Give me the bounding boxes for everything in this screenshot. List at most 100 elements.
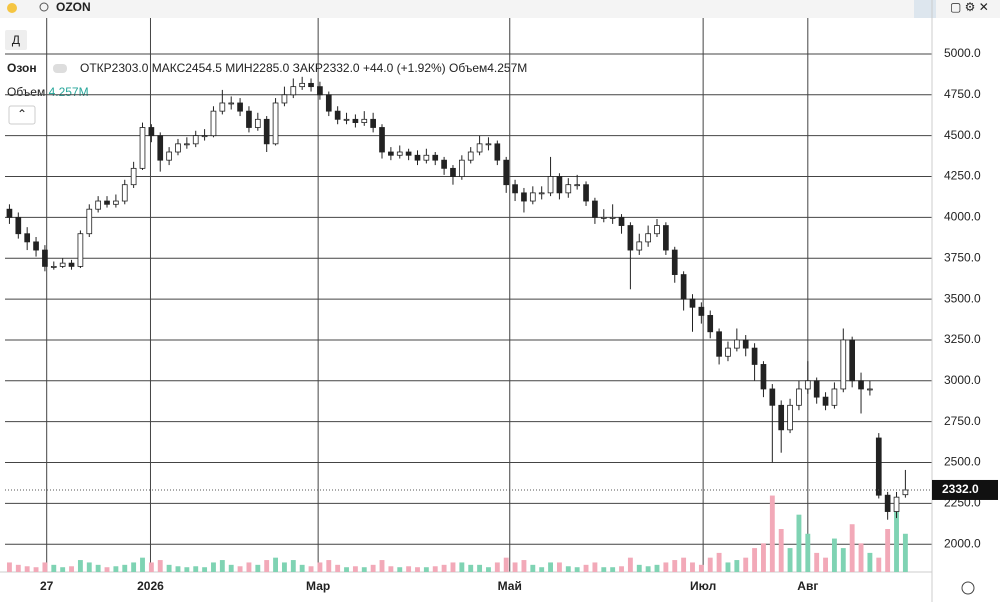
volume-bar [494,562,500,572]
volume-bar [654,564,660,572]
y-tick-label: 2000.0 [944,536,981,550]
volume-bar [60,567,66,572]
candle-body [370,118,376,128]
window-controls[interactable]: ▢ ⚙ ✕ [950,0,989,14]
volume-bar [42,562,48,572]
volume-bar [104,567,110,572]
volume-bar [707,557,713,572]
volume-bar [858,543,864,572]
volume-bar [184,567,190,572]
volume-bar [885,529,891,572]
candle-body [130,167,137,186]
volume-bar [619,566,624,572]
volume-bar [77,560,83,572]
candle-body [547,176,554,194]
volume-bar [831,538,837,572]
candle-body [77,233,84,267]
volume-bar [796,514,802,572]
volume-bar [273,557,278,572]
y-tick-label: 4000.0 [944,210,981,224]
volume-bar [894,505,899,572]
x-tick-label: Авг [797,579,818,593]
volume-bar [583,564,589,572]
collapse-button[interactable] [8,105,36,125]
volume-bar [122,564,128,572]
candle-body [698,306,705,316]
candle-body [627,225,634,251]
candle-body [237,102,243,112]
volume-bar [69,566,74,572]
collapse-icon[interactable]: ⌃ [17,107,27,121]
settings-icon[interactable] [961,581,975,595]
volume-bar [876,557,882,572]
candle-body [787,404,793,431]
volume-bar [840,548,846,572]
candle-body [405,151,412,156]
volume-bar [317,562,323,572]
candle-body [875,437,882,496]
legend-value: 2332.0 [323,61,360,75]
candle-body [113,200,119,205]
legend-value: +44.0 (+1.92%) [363,61,446,75]
toggle[interactable] [53,64,67,73]
candle-body [707,315,714,333]
legend-value: 2454.5 [185,61,222,75]
candle-body [600,216,607,219]
volume-bar [805,533,811,572]
y-tick-label: 4250.0 [944,169,981,183]
candle-body [423,154,430,161]
volume-bar [734,560,740,572]
candle-body [725,347,731,357]
y-tick-label: 3500.0 [944,291,981,305]
candle-body [556,176,563,194]
candle-body [636,241,643,251]
volume-bar [415,567,420,572]
candle-body [33,241,39,251]
candle-body [166,151,172,161]
dropdown[interactable] [914,0,936,18]
candle-body [317,86,323,96]
candle-body [671,249,678,275]
volume-bar [503,557,509,572]
top-bar [0,0,1000,18]
search-icon[interactable] [39,2,49,12]
volume-bar [15,564,21,572]
volume-bar [441,564,447,572]
candle-body [742,339,749,349]
x-tick-label: Май [498,579,522,593]
candle-body [734,339,740,349]
y-tick-label: 4750.0 [944,87,981,101]
volume-bar [778,529,784,572]
legend-label: МАКС [152,61,186,75]
volume-bar [769,495,775,572]
candle-body [529,192,536,202]
candle-body [15,216,22,235]
candle-body [290,86,297,96]
volume-bar [512,562,518,572]
candle-body [645,233,651,243]
candle-body [476,143,483,153]
candle-body [512,184,518,194]
candle-body [574,184,581,187]
volume-bar [406,566,412,572]
search-text[interactable]: OZON [56,0,91,14]
candle-body [565,184,572,194]
volume-bar [255,564,261,572]
interval-button[interactable] [5,30,27,50]
volume-bar [592,562,598,572]
y-tick-label: 3750.0 [944,250,981,264]
volume-bar [237,566,243,572]
volume-bar [849,524,855,572]
y-tick-label: 5000.0 [944,46,981,60]
volume-bar [867,552,873,572]
volume-bar [787,548,793,572]
candle-body [494,143,501,161]
volume-bar [902,533,908,572]
volume-bar [565,566,571,572]
candle-body [680,274,687,300]
candle-body [24,233,31,243]
candle-body [796,388,802,406]
window-dot[interactable] [7,3,17,13]
interval[interactable]: Д [12,33,20,47]
